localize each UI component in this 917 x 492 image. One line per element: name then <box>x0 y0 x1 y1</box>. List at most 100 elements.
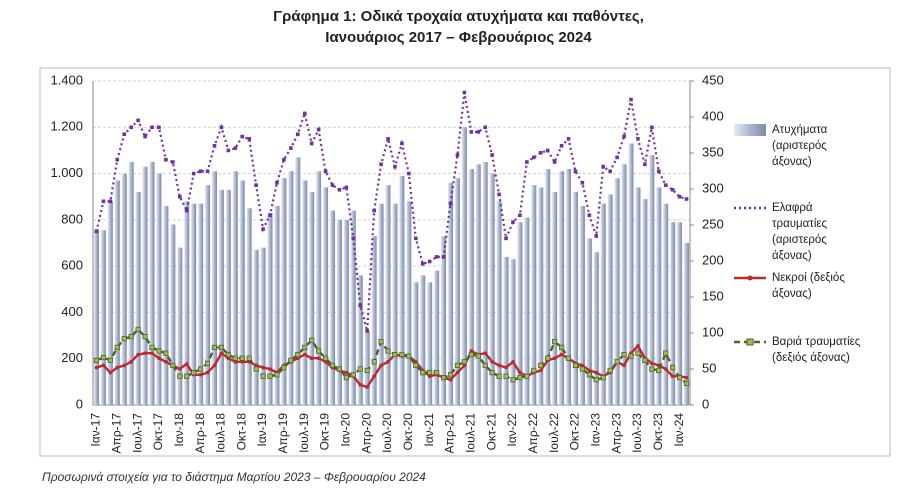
marker <box>447 372 454 378</box>
bar <box>642 199 648 405</box>
marker <box>365 385 370 389</box>
marker <box>413 236 418 241</box>
marker <box>184 373 190 379</box>
marker <box>358 303 363 308</box>
bar <box>253 249 259 405</box>
bar <box>156 173 162 405</box>
marker <box>441 255 446 259</box>
bar <box>107 201 113 405</box>
marker <box>115 365 120 370</box>
marker <box>177 373 183 379</box>
marker <box>503 373 509 379</box>
bar <box>93 229 99 405</box>
x-tick-label: Απρ-18 <box>193 413 207 454</box>
marker <box>177 194 182 199</box>
bar <box>531 185 537 405</box>
marker <box>371 359 377 365</box>
marker <box>386 137 390 141</box>
marker <box>115 157 120 162</box>
marker <box>254 183 258 187</box>
marker <box>427 369 433 376</box>
marker <box>448 201 453 206</box>
marker <box>482 362 488 369</box>
legend-marker <box>746 338 754 346</box>
legend-swatch <box>734 338 766 346</box>
marker <box>656 169 661 174</box>
y-tick-label: 800 <box>61 211 83 226</box>
marker <box>211 344 218 351</box>
y-tick-label: 200 <box>61 350 83 365</box>
marker <box>260 373 266 379</box>
marker <box>170 362 176 369</box>
marker <box>462 90 467 95</box>
marker <box>393 164 397 169</box>
marker <box>427 374 432 379</box>
marker <box>392 351 398 358</box>
bar <box>510 259 516 405</box>
marker <box>670 187 675 192</box>
marker <box>614 359 620 365</box>
marker <box>580 181 585 185</box>
y2-tick-label: 150 <box>702 288 724 303</box>
bar <box>170 224 176 405</box>
marker <box>406 353 412 359</box>
marker <box>642 357 648 363</box>
marker <box>579 366 586 372</box>
bar <box>656 187 662 405</box>
bar <box>427 282 433 405</box>
x-tick-label: Απρ-17 <box>109 413 123 454</box>
marker <box>302 111 307 116</box>
bar <box>524 217 530 405</box>
bar <box>475 164 481 405</box>
legend-label: Ατυχήματα (αριστερός άξονας) <box>772 124 828 168</box>
bar <box>489 173 495 405</box>
marker <box>683 380 690 387</box>
marker <box>226 356 231 361</box>
marker <box>489 369 495 376</box>
marker <box>219 351 224 355</box>
marker <box>573 169 578 174</box>
marker <box>420 369 426 376</box>
marker <box>594 370 599 375</box>
y2-tick-label: 50 <box>702 360 716 375</box>
marker <box>559 144 564 148</box>
legend-label: Ελαφρά τραυματίες (αριστερός άξονας) <box>772 202 828 262</box>
bar <box>267 212 273 405</box>
x-tick-label: Ιαν-21 <box>422 413 436 447</box>
marker <box>504 236 508 241</box>
bar <box>350 210 356 405</box>
bar <box>399 175 405 405</box>
marker <box>448 378 453 382</box>
marker <box>136 118 140 123</box>
bar <box>406 201 412 405</box>
x-tick-label: Ιουλ-19 <box>297 413 311 453</box>
marker <box>344 185 349 190</box>
marker <box>517 375 523 381</box>
bar <box>566 168 572 405</box>
marker <box>247 137 251 141</box>
marker <box>643 162 647 167</box>
marker <box>461 359 467 365</box>
y-tick-label: 1.000 <box>50 165 83 180</box>
marker <box>171 160 175 164</box>
marker <box>156 348 162 354</box>
bar <box>482 162 488 405</box>
bar <box>316 171 322 405</box>
marker <box>316 356 321 361</box>
marker <box>593 377 599 383</box>
x-tick-label: Απρ-21 <box>443 413 457 454</box>
marker <box>289 146 293 150</box>
bar <box>628 143 634 405</box>
marker <box>282 157 286 162</box>
bar <box>586 238 592 405</box>
bar <box>468 168 474 405</box>
marker <box>351 236 356 241</box>
marker <box>114 344 120 351</box>
marker <box>566 137 571 141</box>
marker <box>607 367 613 374</box>
x-tick-label: Ιαν-18 <box>172 413 186 447</box>
marker <box>143 351 147 355</box>
marker <box>281 364 287 371</box>
bar <box>538 187 544 405</box>
